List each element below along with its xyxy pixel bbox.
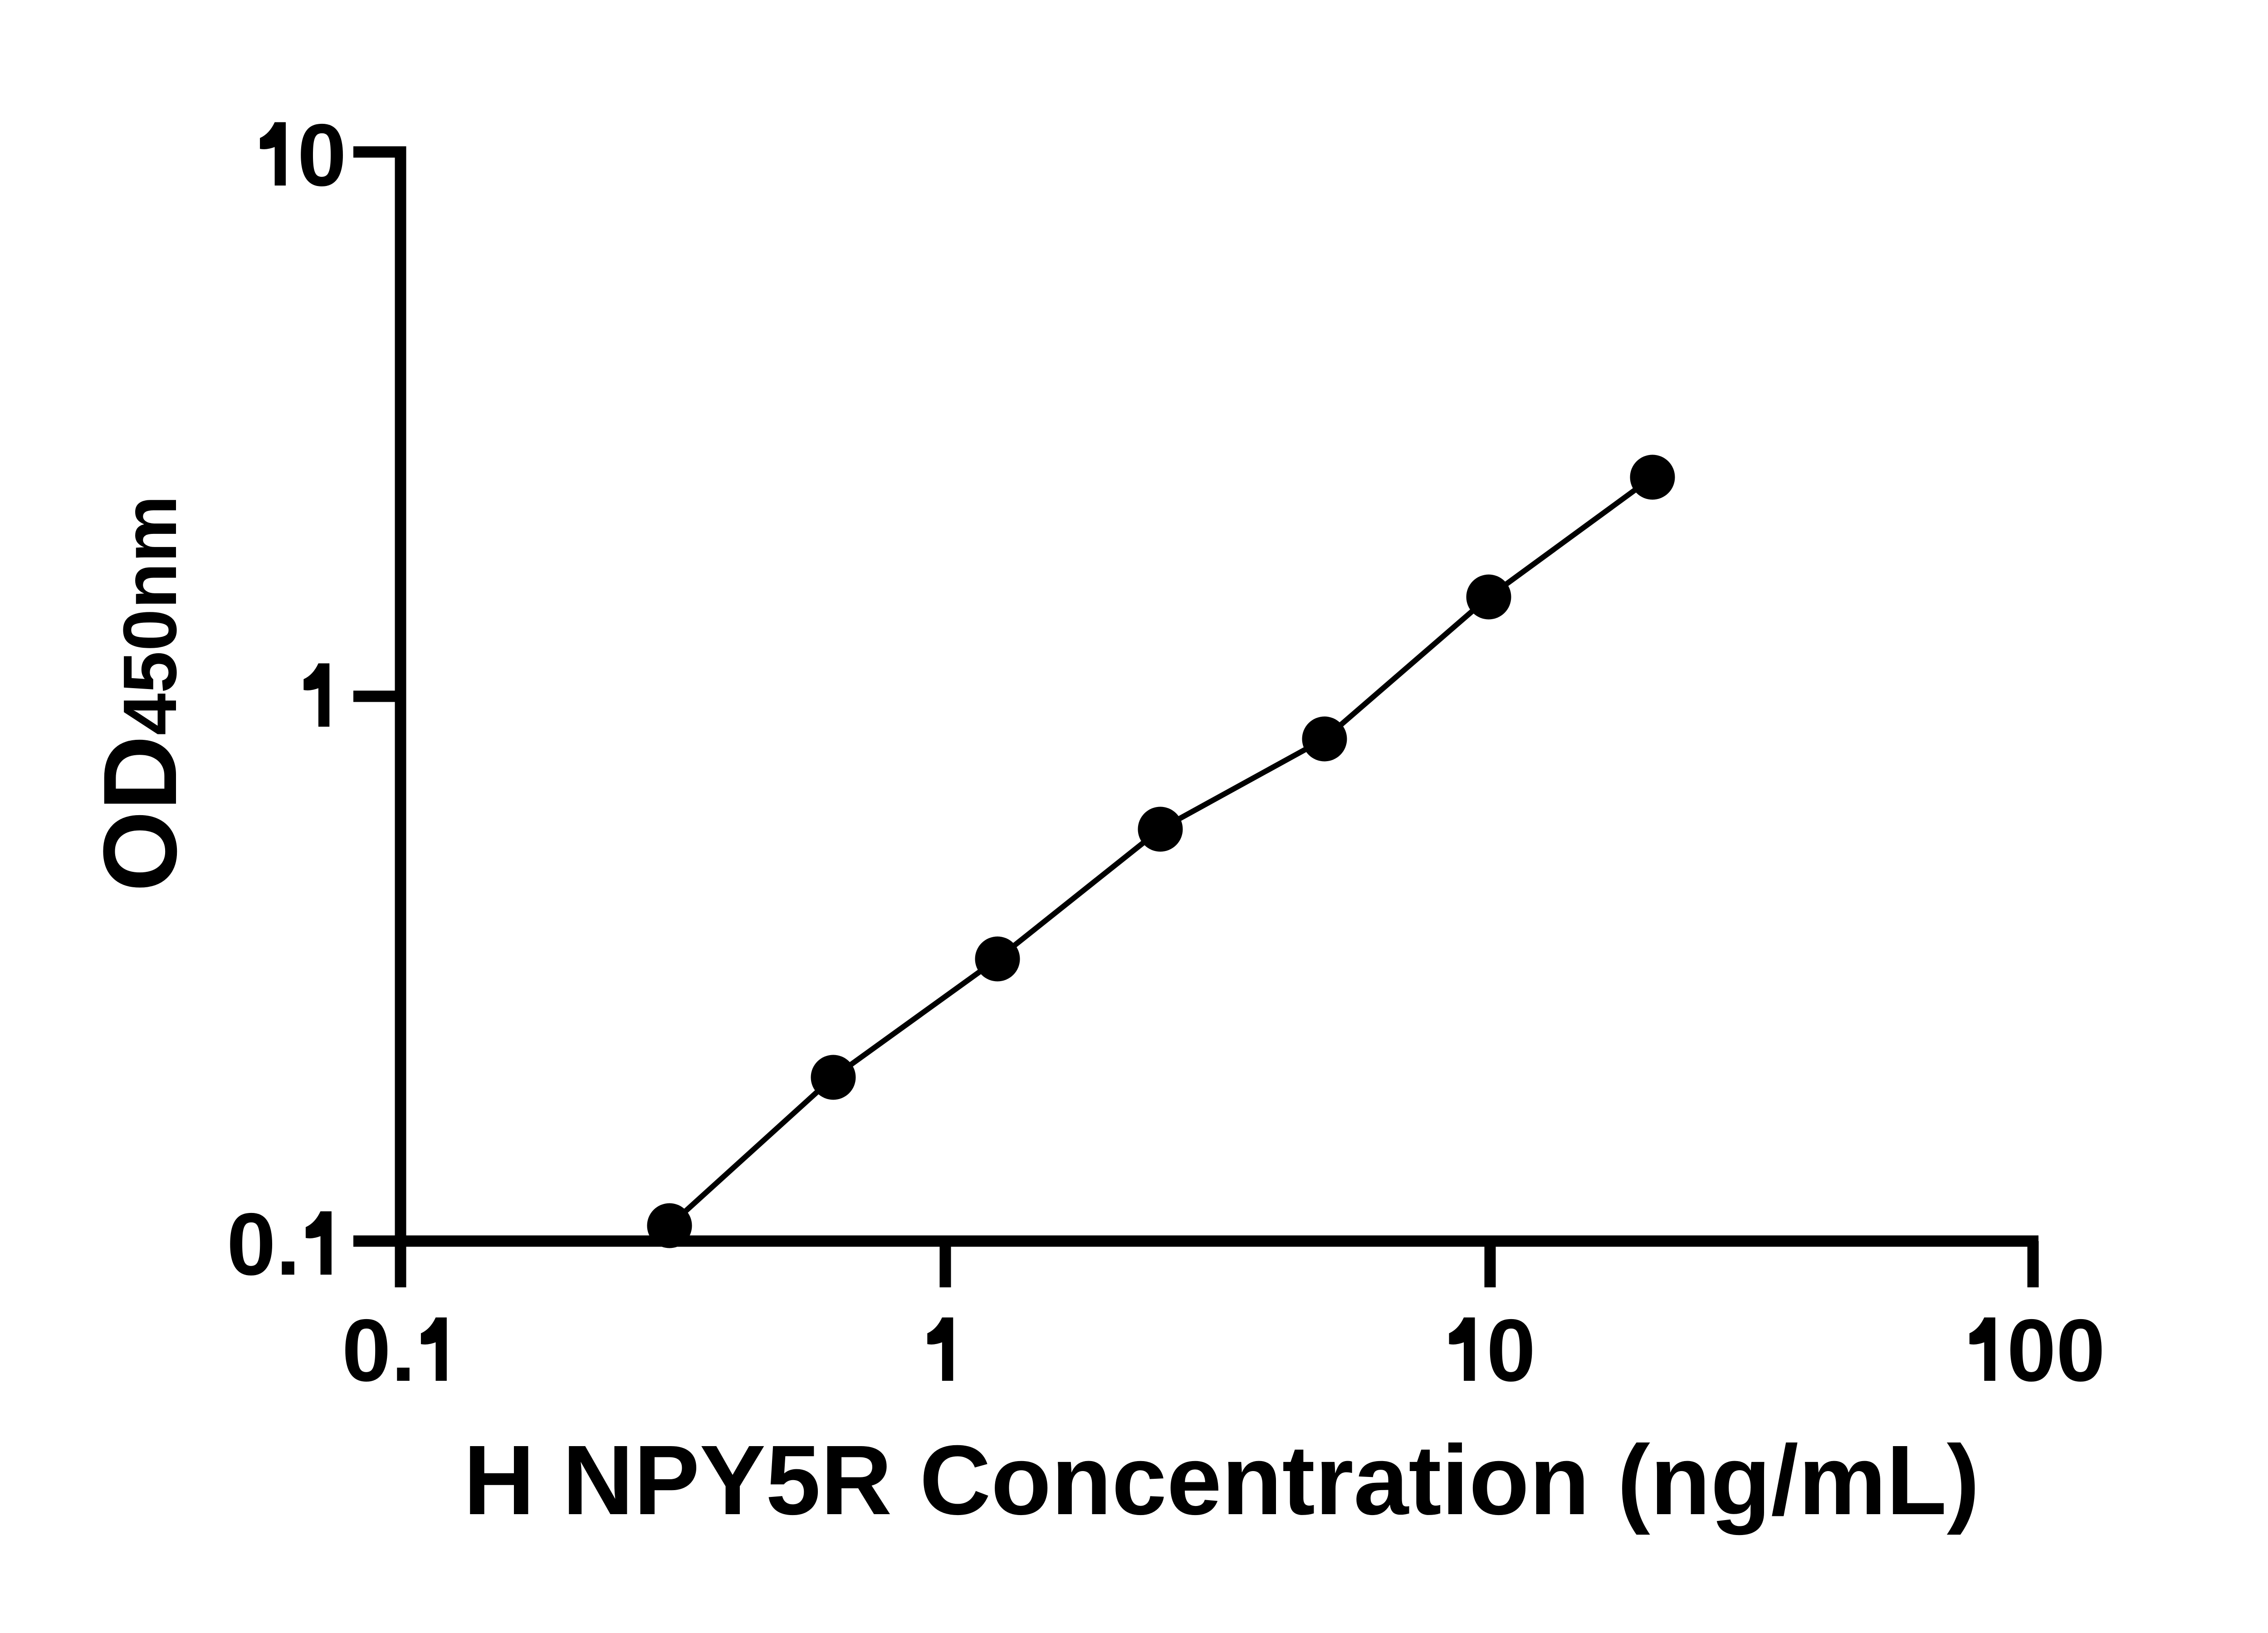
svg-text:0.: 0. [342,1301,416,1400]
svg-text:H NPY5R Concentration (ng/mL): H NPY5R Concentration (ng/mL) [464,1425,1980,1535]
svg-text:00: 00 [2007,1301,2105,1400]
svg-text:0.: 0. [227,1195,301,1294]
svg-text:0: 0 [298,106,347,205]
svg-text:OD450nm: OD450nm [82,495,198,892]
svg-text:0: 0 [1486,1301,1535,1400]
